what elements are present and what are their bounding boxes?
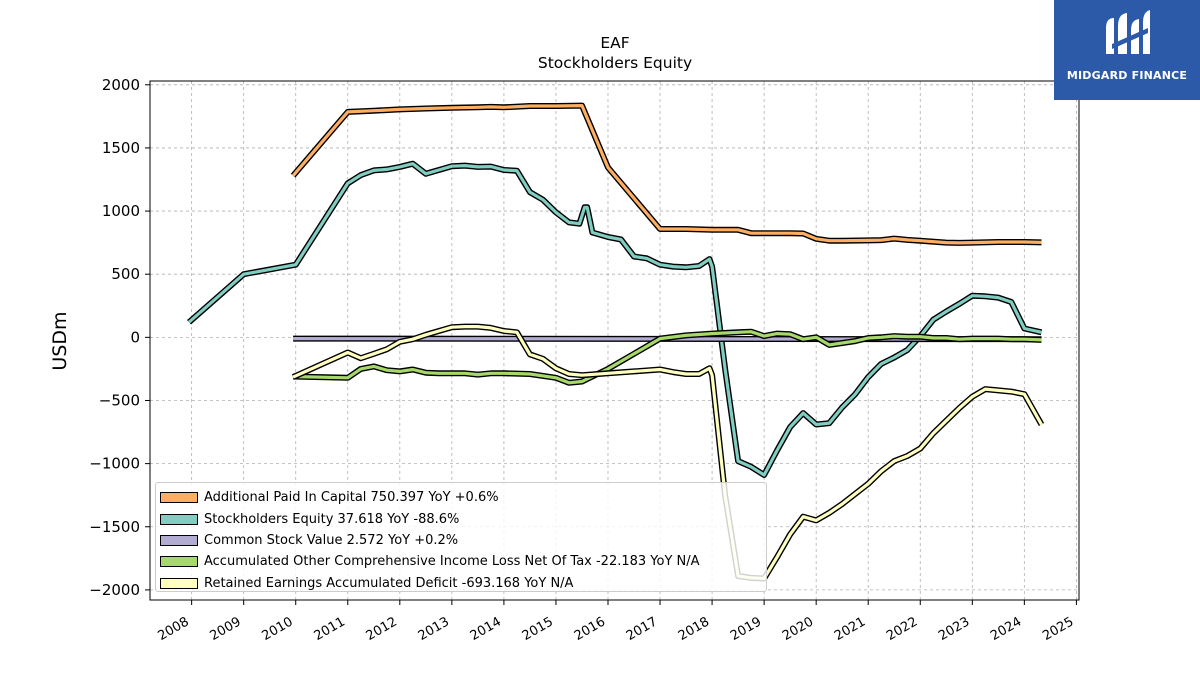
x-tick-label: 2017 — [624, 614, 660, 644]
y-tick-label: −500 — [99, 391, 140, 409]
x-tick-label: 2018 — [676, 614, 712, 644]
legend-item: Additional Paid In Capital 750.397 YoY +… — [160, 487, 766, 508]
series-line-0 — [291, 103, 1042, 245]
x-tick-label: 2010 — [260, 614, 296, 644]
legend-swatch — [160, 556, 198, 568]
legend-label: Retained Earnings Accumulated Deficit -6… — [204, 575, 574, 591]
y-tick-label: 0 — [130, 328, 140, 346]
series-outline-0 — [290, 102, 1042, 246]
x-tick-label: 2012 — [364, 614, 400, 644]
x-tick-label: 2024 — [988, 614, 1024, 644]
x-tick-label: 2023 — [936, 614, 972, 644]
legend-label: Additional Paid In Capital 750.397 YoY +… — [204, 490, 499, 506]
brand-name: MIDGARD FINANCE — [1066, 69, 1188, 82]
series-line-4 — [292, 325, 1043, 581]
y-tick-label: −1500 — [89, 518, 140, 536]
series-line-1 — [187, 162, 1042, 477]
y-axis-label: USDm — [49, 311, 71, 370]
x-tick-label: 2019 — [728, 614, 764, 644]
x-tick-label: 2009 — [208, 614, 244, 644]
legend-swatch — [160, 513, 198, 525]
legend-swatch — [160, 577, 198, 589]
x-tick-label: 2021 — [832, 614, 868, 644]
legend-label: Stockholders Equity 37.618 YoY -88.6% — [204, 511, 460, 527]
x-tick-label: 2008 — [155, 614, 191, 644]
legend-item: Common Stock Value 2.572 YoY +0.2% — [160, 530, 766, 551]
y-tick-label: −1000 — [89, 455, 140, 473]
x-axis: 2008 2009 2010 2011 2012 2013 2014 2015 2016 2017… — [155, 600, 1077, 644]
x-tick-label: 2025 — [1040, 614, 1076, 644]
legend-swatch — [160, 534, 198, 546]
series-outline-1 — [187, 160, 1043, 478]
y-tick-label: 1500 — [102, 139, 140, 157]
y-tick-label: 500 — [111, 265, 140, 283]
legend-label: Common Stock Value 2.572 YoY +0.2% — [204, 532, 459, 548]
series-lines — [187, 102, 1045, 582]
legend: Additional Paid In Capital 750.397 YoY +… — [155, 482, 767, 592]
y-axis: 2000 1500 1000 500 0 −500 −1000 −1500 −2000 — [89, 76, 150, 599]
x-tick-label: 2016 — [572, 614, 608, 644]
series-line-3 — [293, 330, 1042, 385]
x-tick-label: 2011 — [312, 614, 348, 644]
legend-item: Stockholders Equity 37.618 YoY -88.6% — [160, 508, 766, 529]
x-tick-label: 2013 — [416, 614, 452, 644]
chart-title: EAF — [600, 34, 629, 52]
legend-item: Accumulated Other Comprehensive Income L… — [160, 551, 766, 572]
y-tick-label: 2000 — [102, 76, 140, 94]
x-tick-label: 2020 — [780, 614, 816, 644]
x-tick-label: 2014 — [468, 614, 504, 644]
x-tick-label: 2015 — [520, 614, 556, 644]
y-tick-label: 1000 — [102, 202, 140, 220]
brand-logo: MIDGARD FINANCE — [1054, 0, 1200, 100]
legend-swatch — [160, 492, 198, 504]
plot-frame — [149, 80, 1080, 601]
logo-mark-icon — [1106, 10, 1150, 54]
y-tick-label: −2000 — [89, 581, 140, 599]
legend-label: Accumulated Other Comprehensive Income L… — [204, 554, 700, 570]
chart-subtitle: Stockholders Equity — [538, 54, 692, 72]
legend-item: Retained Earnings Accumulated Deficit -6… — [160, 573, 766, 594]
x-tick-label: 2022 — [884, 614, 920, 644]
